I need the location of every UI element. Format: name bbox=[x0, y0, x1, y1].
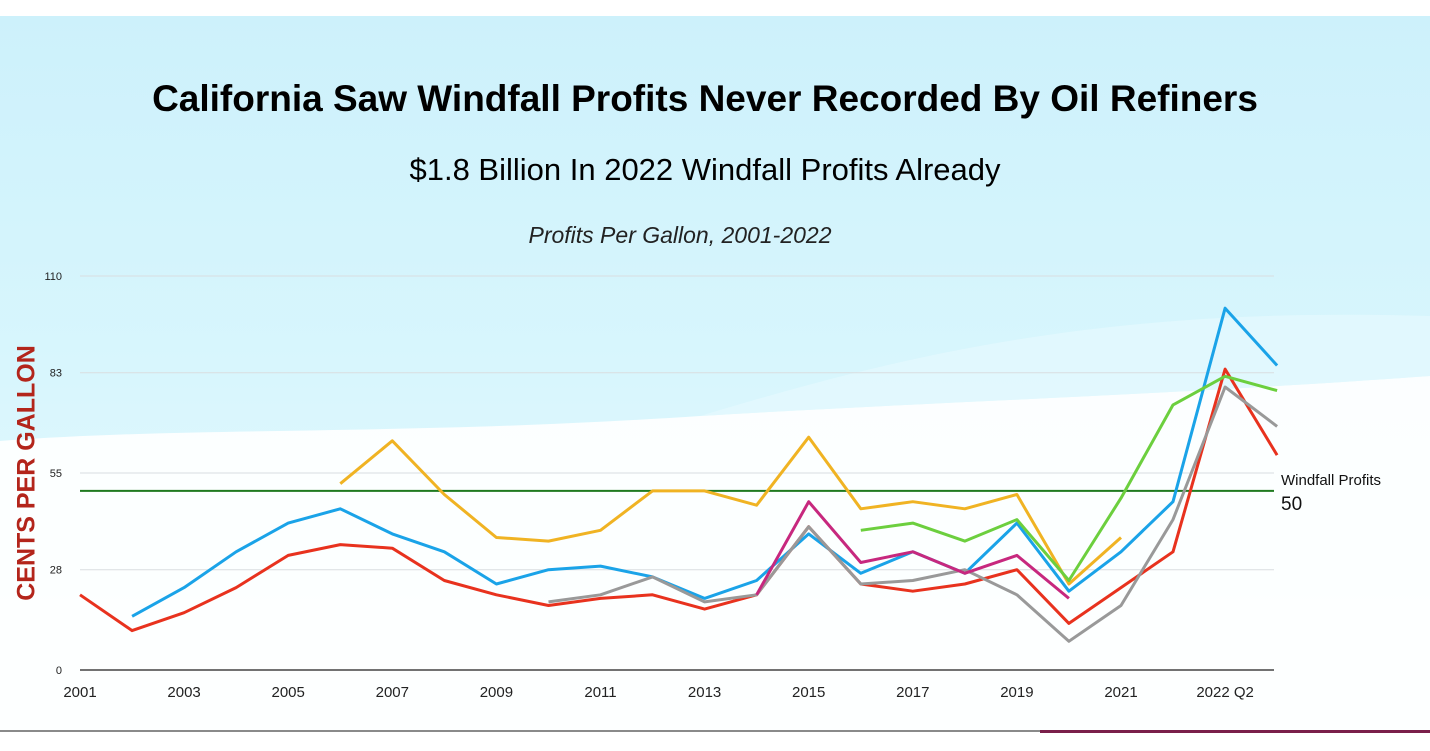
x-tick-label: 2015 bbox=[792, 684, 825, 701]
page-title: California Saw Windfall Profits Never Re… bbox=[152, 78, 1258, 119]
series-line-4 bbox=[755, 500, 1070, 600]
x-tick-label: 2009 bbox=[480, 684, 513, 701]
x-tick-label: 2013 bbox=[688, 684, 721, 701]
windfall-value: 50 bbox=[1281, 494, 1303, 515]
series-line-2 bbox=[79, 367, 1279, 633]
x-tick-label: 2003 bbox=[167, 684, 200, 701]
series-line-5 bbox=[860, 374, 1278, 582]
windfall-label: Windfall Profits bbox=[1281, 472, 1382, 489]
x-tick-label: 2021 bbox=[1104, 684, 1137, 701]
x-tick-label: 2007 bbox=[376, 684, 409, 701]
background-wave bbox=[0, 314, 1430, 732]
series-line-3 bbox=[548, 385, 1279, 643]
x-tick-label: 2005 bbox=[272, 684, 305, 701]
y-tick-label: 110 bbox=[44, 271, 62, 283]
y-tick-label: 0 bbox=[56, 665, 62, 677]
x-tick-label: 2011 bbox=[584, 684, 616, 701]
page-subtitle: $1.8 Billion In 2022 Windfall Profits Al… bbox=[409, 152, 1001, 187]
series-line-1 bbox=[131, 306, 1279, 618]
bottom-accent bbox=[1040, 730, 1430, 733]
x-tick-label: 2017 bbox=[896, 684, 929, 701]
series-line-0 bbox=[339, 435, 1122, 586]
y-tick-label: 83 bbox=[50, 368, 62, 380]
y-tick-label: 55 bbox=[50, 468, 62, 480]
x-tick-label: 2022 Q2 bbox=[1196, 684, 1254, 701]
bottom-border bbox=[0, 730, 1430, 751]
y-tick-label: 28 bbox=[50, 565, 62, 577]
x-tick-label: 2019 bbox=[1000, 684, 1033, 701]
chart-subtitle: Profits Per Gallon, 2001-2022 bbox=[528, 222, 832, 248]
x-tick-label: 2001 bbox=[63, 684, 96, 701]
